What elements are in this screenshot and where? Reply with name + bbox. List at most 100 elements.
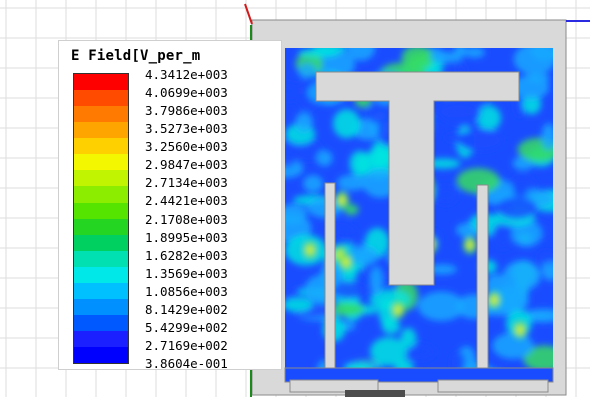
legend-swatch <box>74 331 128 348</box>
right-strip-conductor <box>476 184 489 369</box>
field-hotspot-core <box>516 325 524 335</box>
field-blob <box>541 123 553 151</box>
field-blob <box>285 203 307 226</box>
legend-label: 3.2560e+003 <box>145 139 228 155</box>
field-blob <box>326 302 364 316</box>
field-blob <box>298 48 339 58</box>
field-blob <box>492 332 534 359</box>
field-blob <box>456 168 500 194</box>
field-blob <box>511 220 542 247</box>
legend-label: 3.5273e+003 <box>145 121 228 137</box>
legend-swatch <box>74 154 128 171</box>
legend-swatch <box>74 218 128 235</box>
field-blob <box>513 186 528 198</box>
field-blob <box>464 48 485 58</box>
legend-label: 2.4421e+003 <box>145 193 228 209</box>
legend-label: 3.7986e+003 <box>145 103 228 119</box>
field-blob <box>297 63 317 79</box>
field-blob <box>401 48 434 71</box>
field-blob <box>429 51 463 63</box>
field-blob <box>431 104 479 118</box>
field-blob <box>285 159 304 178</box>
t-shaped-conductor <box>315 71 520 286</box>
legend-swatch <box>74 122 128 139</box>
legend-label: 2.7134e+003 <box>145 175 228 191</box>
field-blob <box>295 112 313 133</box>
field-blob <box>366 103 391 124</box>
field-blob <box>343 363 372 368</box>
field-blob <box>346 245 379 266</box>
legend-swatch <box>74 298 128 315</box>
legend-label: 4.3412e+003 <box>145 67 228 82</box>
field-blob <box>427 264 458 275</box>
legend-swatch <box>74 347 128 364</box>
field-hotspot-core <box>342 257 350 267</box>
field-blob <box>492 222 515 250</box>
legend-swatch <box>74 282 128 299</box>
field-blob <box>285 298 313 312</box>
legend-label: 5.4299e+002 <box>145 319 228 335</box>
field-blob <box>346 48 376 61</box>
field-blob <box>425 158 461 169</box>
field-hotspot-core <box>394 305 402 315</box>
legend-label: 8.1429e+002 <box>145 301 228 317</box>
field-blob <box>521 308 553 323</box>
field-blob <box>331 281 367 299</box>
legend-label: 1.0856e+003 <box>145 283 228 299</box>
field-blob <box>455 129 504 150</box>
legend-label: 3.8604e-001 <box>145 356 228 371</box>
bottom-feed-right-pad <box>437 379 549 393</box>
legend-swatch <box>74 170 128 187</box>
legend-swatch <box>74 106 128 123</box>
left-strip-conductor <box>324 182 336 369</box>
field-hotspot-core <box>306 245 314 255</box>
field-blob <box>530 48 553 62</box>
field-blobs <box>285 48 553 368</box>
bottom-feed-left-pad <box>289 379 379 393</box>
legend-swatch <box>74 186 128 203</box>
field-legend: E Field[V_per_m 4.3412e+003 4.0699e+003 3.… <box>58 40 282 371</box>
legend-label: 1.6282e+003 <box>145 247 228 263</box>
field-blob <box>370 337 407 366</box>
legend-swatch <box>74 202 128 219</box>
axis-line-red <box>244 3 253 25</box>
field-hotspot-core <box>466 240 474 250</box>
field-blob <box>285 139 298 168</box>
field-blob <box>417 291 465 321</box>
legend-swatch <box>74 138 128 155</box>
field-blob <box>433 184 459 206</box>
legend-swatch <box>74 266 128 283</box>
bottom-feed-gap <box>345 390 405 397</box>
field-hotspot-core <box>338 195 346 205</box>
field-blob <box>476 105 501 131</box>
bottom-feed-region <box>284 367 554 383</box>
field-blob <box>316 150 333 167</box>
field-blob <box>502 260 541 291</box>
legend-swatch <box>74 250 128 267</box>
legend-swatch <box>74 74 128 91</box>
field-blob <box>332 109 361 139</box>
field-blob <box>449 351 466 368</box>
field-blob <box>344 204 359 216</box>
field-blob <box>394 359 414 368</box>
legend-label: 1.8995e+003 <box>145 229 228 245</box>
legend-title: E Field[V_per_m <box>71 48 201 64</box>
field-blob <box>369 266 383 296</box>
legend-color-bar <box>73 73 129 364</box>
field-blob <box>523 345 553 368</box>
legend-swatch <box>74 234 128 251</box>
legend-label: 2.9847e+003 <box>145 157 228 173</box>
field-blob <box>303 174 324 193</box>
field-blob <box>511 75 550 100</box>
legend-swatch <box>74 90 128 107</box>
field-blob <box>456 223 477 238</box>
legend-label: 1.3569e+003 <box>145 265 228 281</box>
field-blob <box>285 81 301 102</box>
legend-label: 4.0699e+003 <box>145 85 228 101</box>
legend-swatch <box>74 314 128 331</box>
legend-label: 2.7169e+002 <box>145 337 228 353</box>
field-blob <box>400 328 417 348</box>
field-hotspot-core <box>490 295 498 305</box>
field-blob <box>536 249 553 264</box>
